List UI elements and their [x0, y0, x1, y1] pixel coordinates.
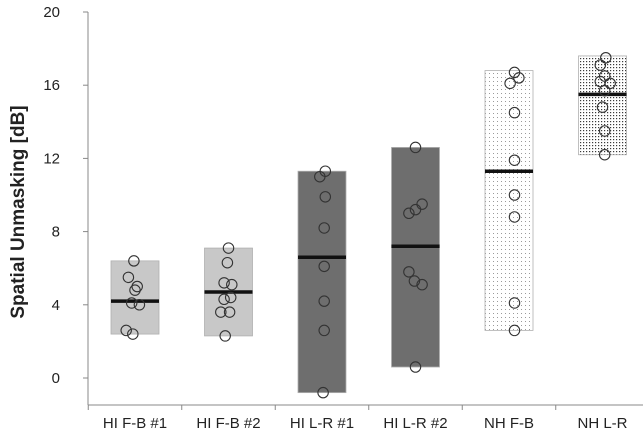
y-axis-title: Spatial Unmasking [dB] — [8, 105, 29, 318]
data-point — [409, 141, 422, 154]
points-layer — [120, 51, 616, 399]
axes-layer: 0 4 8 12 16 20 HI F-B #1 HI F-B #2 HI L-R #1 HI L… — [43, 4, 643, 432]
data-point — [219, 330, 231, 342]
data-point — [127, 328, 139, 340]
data-point — [318, 324, 330, 337]
data-point — [133, 299, 146, 311]
x-category-label: NH F-B — [484, 415, 534, 432]
data-point — [596, 101, 609, 113]
y-tick-label: 20 — [43, 4, 60, 21]
data-point — [226, 278, 238, 291]
data-point — [508, 189, 521, 201]
data-point — [409, 203, 422, 216]
x-category-label: HI L-R #1 — [290, 415, 354, 432]
range-box — [484, 70, 534, 331]
boxes-layer — [110, 55, 627, 394]
data-point — [129, 284, 141, 296]
data-point — [218, 277, 230, 289]
data-point — [319, 191, 332, 203]
data-point — [222, 242, 235, 254]
data-point — [318, 260, 330, 273]
range-box — [578, 55, 627, 156]
data-point — [508, 106, 521, 119]
range-box — [297, 170, 347, 394]
data-point — [508, 211, 521, 223]
data-point — [224, 291, 237, 304]
data-point — [513, 72, 525, 84]
data-point — [416, 278, 428, 291]
data-point — [223, 306, 236, 318]
y-tick-label: 0 — [52, 370, 60, 387]
data-point — [125, 297, 138, 309]
data-point — [128, 255, 140, 267]
data-point — [598, 84, 611, 97]
x-category-label: HI F-B #1 — [103, 415, 167, 432]
data-point — [598, 125, 611, 137]
data-point — [508, 297, 521, 309]
data-point — [317, 386, 329, 399]
range-box — [391, 147, 440, 368]
data-point — [604, 77, 616, 90]
data-point — [508, 154, 521, 166]
data-point — [218, 293, 230, 306]
data-point — [403, 207, 415, 220]
data-point — [318, 295, 330, 307]
data-point — [598, 148, 611, 161]
y-tick-label: 12 — [43, 150, 60, 167]
data-point — [221, 256, 234, 269]
data-point — [314, 170, 326, 183]
data-point — [594, 59, 607, 71]
data-point — [122, 271, 135, 284]
range-box — [110, 260, 160, 335]
x-category-label: HI F-B #2 — [196, 415, 260, 432]
data-point — [508, 324, 521, 337]
data-point — [504, 77, 516, 90]
data-point — [318, 222, 330, 234]
data-point — [120, 324, 132, 337]
data-point — [403, 266, 415, 278]
y-tick-label: 8 — [52, 224, 60, 241]
data-point — [215, 306, 227, 318]
x-category-label: NH L-R — [577, 415, 627, 432]
y-tick-label: 16 — [43, 77, 60, 94]
data-point — [600, 51, 612, 64]
data-point — [409, 361, 422, 373]
y-tick-label: 4 — [52, 297, 60, 314]
data-point — [408, 275, 421, 287]
x-category-label: HI L-R #2 — [383, 415, 447, 432]
